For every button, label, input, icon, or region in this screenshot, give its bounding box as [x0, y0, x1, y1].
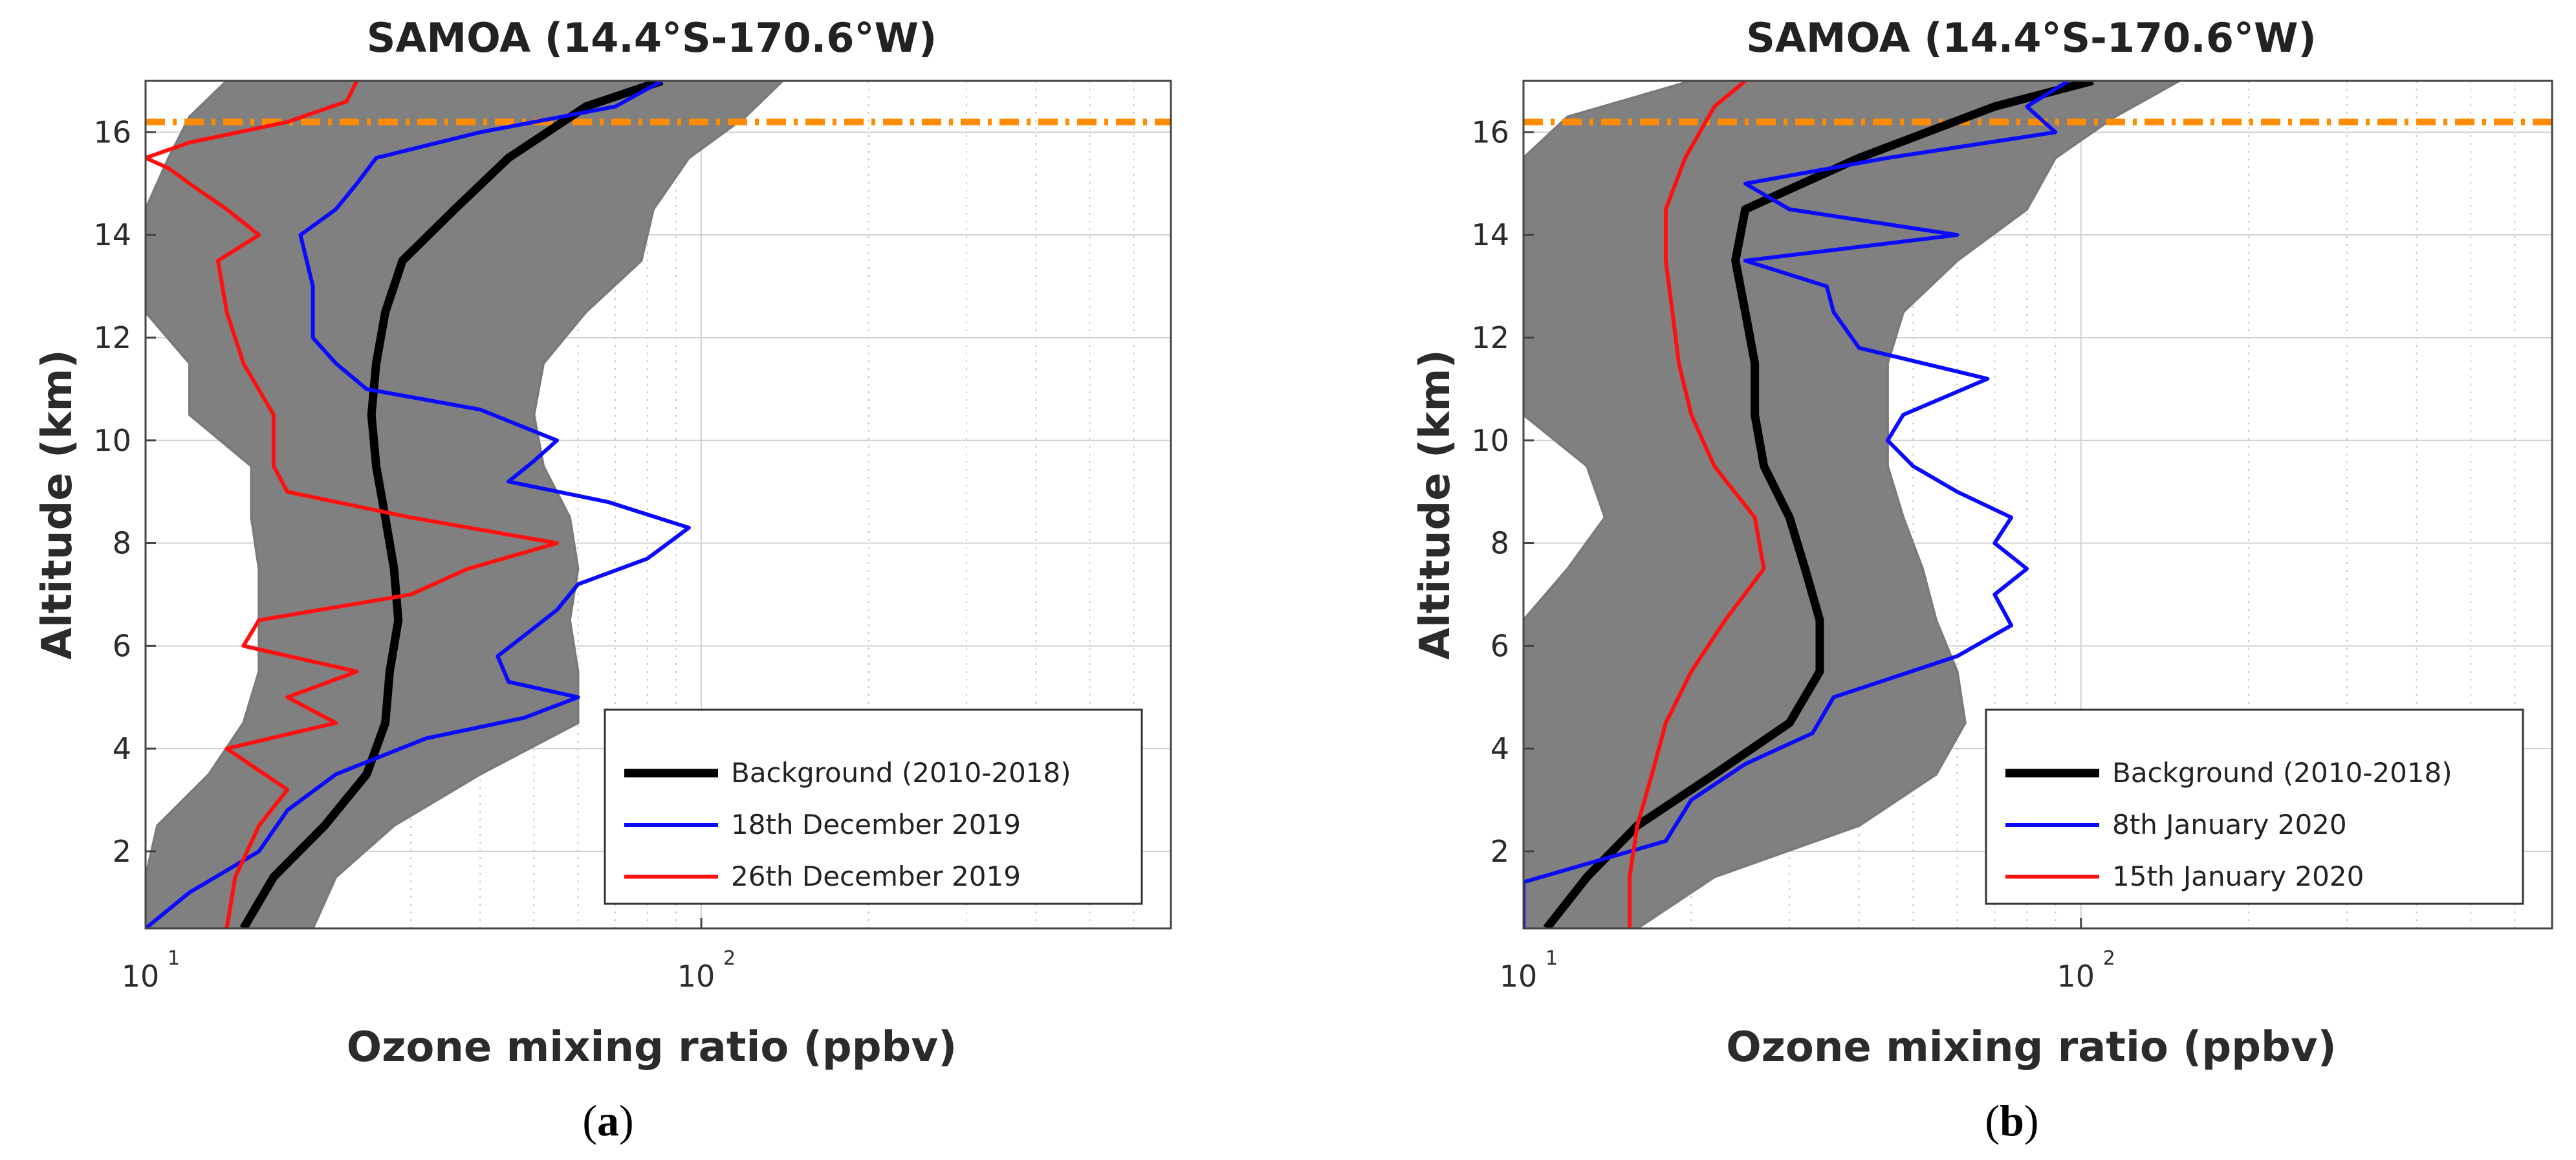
caption-letter: a [597, 1096, 619, 1145]
y-tick-label: 12 [93, 320, 131, 355]
series-line-sounding-1 [1523, 81, 2070, 928]
series-line-background [239, 81, 664, 928]
y-tick-label: 10 [1471, 423, 1509, 458]
x-tick-label-exponent: 2 [2103, 947, 2115, 970]
y-tick-label: 2 [113, 834, 131, 869]
x-tick-label-exponent: 1 [1545, 947, 1558, 970]
x-axis-label: Ozone mixing ratio (ppbv) [347, 1023, 957, 1071]
panel-caption: (b) [1985, 1096, 2038, 1145]
series-line-background [1543, 81, 2094, 928]
legend-entry: 18th December 2019 [731, 809, 1021, 840]
y-tick-label: 14 [93, 217, 131, 252]
caption-letter: b [2000, 1096, 2024, 1145]
series-line-sounding-2 [1628, 81, 1766, 928]
y-tick-label: 4 [113, 731, 131, 766]
background-variability-envelope [1523, 81, 2182, 928]
caption-paren: ) [619, 1096, 634, 1145]
legend-entry: 15th January 2020 [2112, 860, 2364, 892]
caption-paren: ( [582, 1096, 597, 1145]
legend-entry: 26th December 2019 [731, 860, 1021, 892]
legend-entry: 8th January 2020 [2112, 809, 2347, 840]
x-tick-label-exponent: 2 [723, 947, 736, 970]
caption-paren: ( [1985, 1096, 2000, 1145]
legend-entry: Background (2010-2018) [2112, 757, 2452, 789]
y-tick-label: 12 [1471, 320, 1509, 355]
x-tick-label-base: 10 [677, 959, 715, 994]
y-tick-label: 4 [1490, 731, 1509, 766]
y-tick-label: 6 [1490, 628, 1509, 663]
x-tick-label-base: 10 [122, 959, 160, 994]
x-tick-label-exponent: 1 [168, 947, 180, 970]
y-tick-label: 16 [1471, 115, 1509, 149]
y-tick-label: 8 [1490, 526, 1509, 561]
x-tick-label-base: 10 [1500, 959, 1538, 994]
y-tick-label: 14 [1471, 217, 1509, 252]
series-line-sounding-2 [146, 81, 559, 928]
y-tick-label: 16 [93, 115, 131, 149]
legend-box [1985, 708, 2524, 905]
plot-frame [1522, 80, 2553, 930]
y-tick-label: 2 [1490, 834, 1509, 869]
y-tick-label: 8 [113, 526, 131, 561]
x-tick-label-base: 10 [2057, 959, 2095, 994]
series-line-sounding-1 [146, 81, 691, 928]
plot-frame [144, 80, 1172, 930]
panel-a-chart: 2 4 6 8 10 12 14 16 10 1 10 2 SAMOA (14.4°S-170.6°W)… [34, 14, 1172, 1145]
background-variability-envelope [146, 81, 785, 928]
chart-title: SAMOA (14.4°S-170.6°W) [367, 14, 937, 61]
legend-entry: Background (2010-2018) [731, 757, 1071, 789]
panel-b-chart: 2 4 6 8 10 12 14 16 10 1 10 2 SAMOA (14.4°S-170.6°W)… [1412, 14, 2553, 1145]
legend-box [604, 708, 1143, 905]
y-axis-label: Altitude (km) [1412, 349, 1459, 659]
panel-caption: (a) [582, 1096, 633, 1145]
y-axis-label: Altitude (km) [34, 349, 82, 659]
y-tick-label: 6 [113, 628, 131, 663]
chart-title: SAMOA (14.4°S-170.6°W) [1746, 14, 2316, 61]
y-tick-label: 10 [93, 423, 131, 458]
x-axis-label: Ozone mixing ratio (ppbv) [1726, 1023, 2337, 1071]
caption-paren: ) [2024, 1096, 2039, 1145]
